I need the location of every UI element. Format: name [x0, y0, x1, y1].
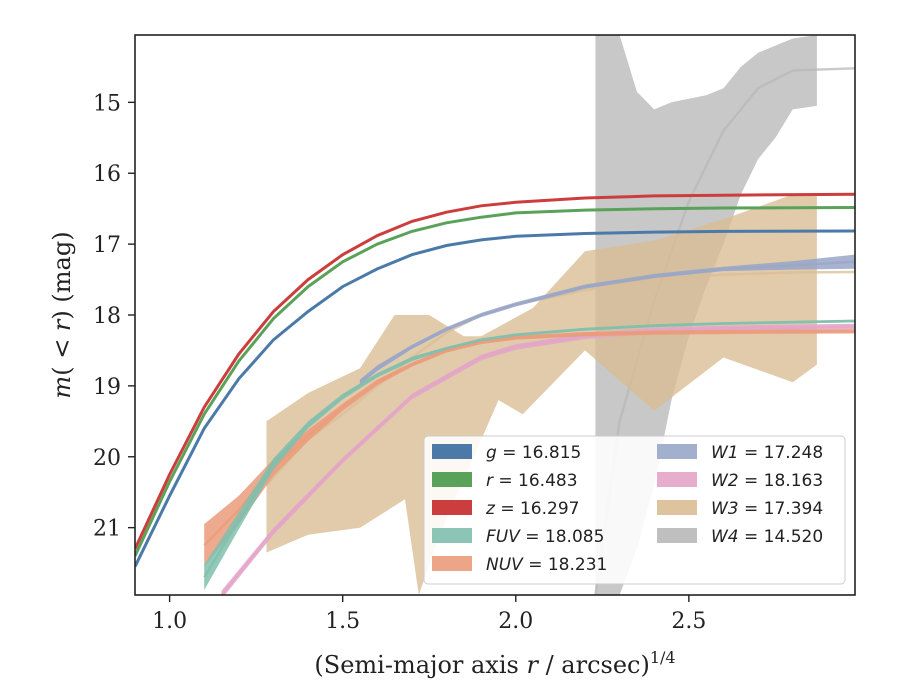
band-w3	[266, 194, 817, 595]
y-tick-label: 18	[93, 304, 121, 329]
legend-label: W4 = 14.520	[711, 527, 823, 547]
y-tick-label: 17	[93, 233, 121, 258]
legend-swatch	[657, 444, 697, 459]
axis-ticks: 1.0 1.5 2.0 2.5 15 16 17 18 19 20 21	[93, 91, 706, 634]
legend-swatch	[432, 556, 472, 571]
series-g	[135, 229, 855, 568]
curve-g	[135, 229, 855, 568]
legend: g = 16.815 r = 16.483 z = 16.297 FUV = 18.0…	[423, 435, 846, 585]
x-tick-label: 1.0	[152, 609, 187, 634]
legend-label: r = 16.483	[486, 471, 578, 491]
x-tick-label: 2.0	[498, 609, 533, 634]
legend-item-w4: W4 = 14.520	[657, 527, 823, 547]
legend-item-g: g = 16.815	[432, 443, 581, 463]
legend-item-nuv: NUV = 18.231	[432, 555, 607, 575]
y-tick-label: 20	[93, 446, 121, 471]
x-tick-label: 1.5	[325, 609, 360, 634]
x-axis-label-pre: (Semi-major axis	[314, 651, 526, 679]
series-fuv	[203, 319, 855, 590]
legend-label: NUV = 18.231	[486, 555, 607, 575]
legend-label: FUV = 18.085	[486, 527, 604, 547]
model-curve-w1	[359, 260, 855, 384]
legend-item-w2: W2 = 18.163	[657, 471, 823, 491]
y-tick-label: 19	[93, 375, 121, 400]
legend-box	[423, 435, 846, 585]
series-z	[135, 192, 855, 550]
model-curve-w4	[594, 67, 855, 595]
y-axis-label: m( < r) (mag)	[48, 231, 76, 398]
model-curve-w2	[220, 325, 855, 595]
legend-label: W1 = 17.248	[711, 443, 823, 463]
x-tick-label: 2.5	[671, 609, 706, 634]
legend-label: W3 = 17.394	[711, 499, 823, 519]
legend-item-w3: W3 = 17.394	[657, 499, 823, 519]
x-axis-label: (Semi-major axis r / arcsec)1/4	[314, 648, 675, 679]
series-w1	[359, 254, 855, 386]
legend-item-w1: W1 = 17.248	[657, 443, 823, 463]
x-axis-label-sup: 1/4	[650, 648, 676, 667]
legend-swatch	[432, 472, 472, 487]
legend-swatch	[657, 528, 697, 543]
y-tick-label: 21	[93, 517, 121, 542]
legend-swatch	[432, 500, 472, 515]
legend-label: z = 16.297	[485, 499, 579, 519]
legend-label: g = 16.815	[486, 443, 581, 463]
band-w1	[360, 254, 855, 386]
curve-r	[135, 206, 855, 557]
model-curve-fuv	[203, 319, 855, 578]
y-tick-label: 15	[93, 91, 121, 116]
legend-item-z: z = 16.297	[432, 499, 579, 519]
legend-item-fuv: FUV = 18.085	[432, 527, 604, 547]
series-w2	[220, 323, 855, 595]
curve-z	[135, 192, 855, 550]
legend-swatch	[432, 444, 472, 459]
legend-swatch	[432, 528, 472, 543]
x-axis-label-var: r	[526, 651, 539, 679]
legend-swatch	[657, 472, 697, 487]
legend-label: W2 = 18.163	[711, 471, 823, 491]
y-tick-label: 16	[93, 162, 121, 187]
legend-item-r: r = 16.483	[432, 471, 578, 491]
x-axis-label-post: / arcsec)	[538, 651, 650, 679]
series-r	[135, 206, 855, 557]
legend-swatch	[657, 500, 697, 515]
